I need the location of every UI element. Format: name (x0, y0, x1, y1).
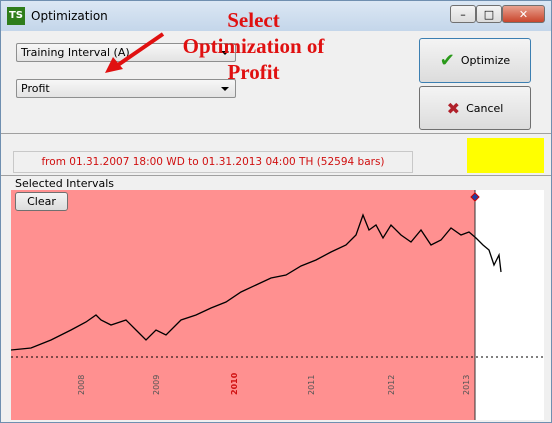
annotation-line: Optimization of (182, 34, 325, 58)
title-bar: TS Optimization – □ ✕ (1, 1, 551, 31)
target-combo[interactable]: Profit (16, 79, 236, 98)
annotation-line: Profit (227, 60, 280, 84)
year-label: 2013 (462, 375, 471, 395)
year-label: 2012 (387, 375, 396, 395)
separator (1, 175, 551, 176)
app-icon: TS (7, 7, 25, 25)
interval-chart: 2008 2009 2010 2011 2012 2013 (11, 190, 544, 420)
interval-combo[interactable]: Training Interval (A) (16, 43, 236, 62)
separator (1, 133, 551, 134)
year-label: 2011 (307, 375, 316, 395)
selection-handle[interactable] (470, 192, 480, 202)
unselected-region (475, 190, 544, 420)
annotation-line: Select (227, 8, 280, 32)
cancel-button[interactable]: ✖ Cancel (419, 86, 531, 130)
year-label: 2009 (152, 375, 161, 395)
year-labels: 2008 2009 2010 2011 2012 2013 (77, 372, 471, 395)
price-line (11, 213, 502, 351)
selected-region (11, 190, 475, 420)
annotation: Select Optimization of Profit (166, 7, 341, 85)
section-label: Selected Intervals (15, 177, 115, 190)
window-title: Optimization (31, 9, 108, 23)
annotation-arrow (105, 32, 165, 73)
button-label: Cancel (466, 101, 504, 115)
maximize-button[interactable]: □ (476, 5, 502, 23)
clear-button[interactable]: Clear (15, 192, 68, 211)
year-label: 2008 (77, 375, 86, 395)
status-indicator (467, 138, 544, 173)
range-info: from 01.31.2007 18:00 WD to 01.31.2013 0… (13, 151, 413, 173)
minimize-button[interactable]: – (450, 5, 476, 23)
year-label: 2010 (230, 372, 239, 395)
button-label: Optimize (460, 54, 511, 67)
close-button[interactable]: ✕ (502, 5, 545, 23)
optimize-button[interactable]: ✔ Optimize (419, 38, 531, 83)
